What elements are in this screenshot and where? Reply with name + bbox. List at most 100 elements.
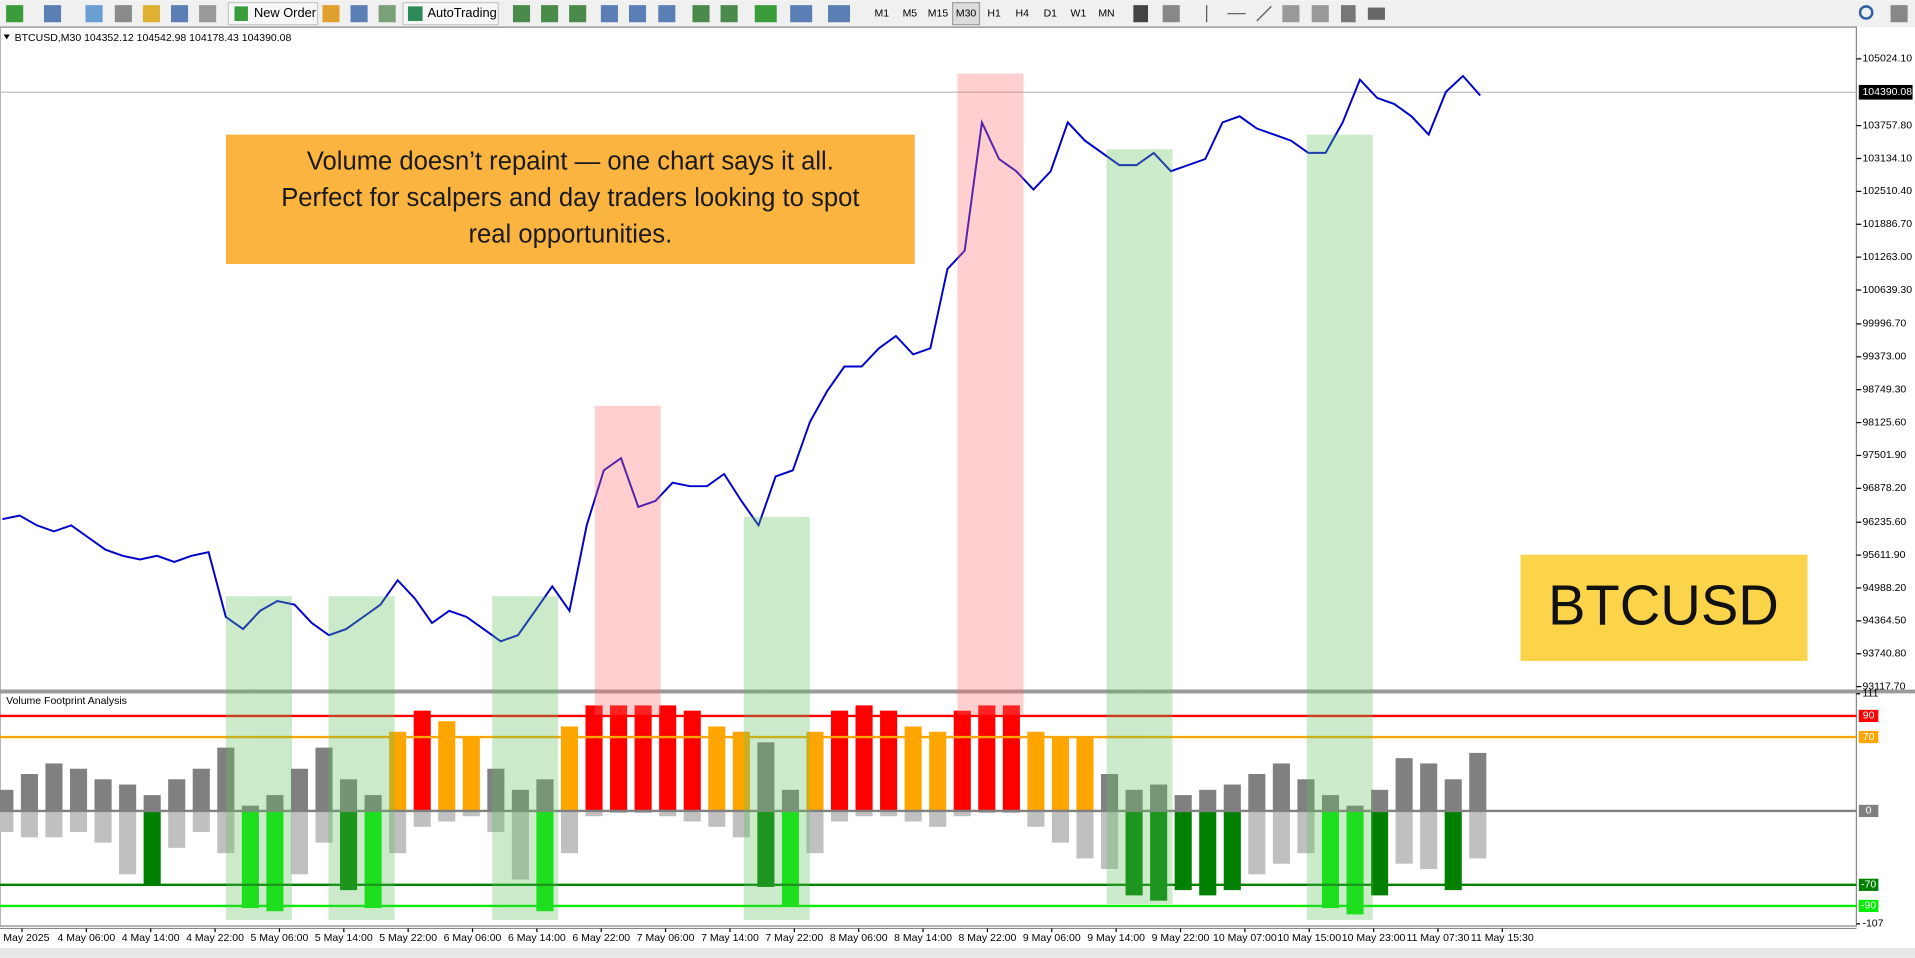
annotation-line: real opportunities. <box>468 221 672 249</box>
x-tick-label: 6 May 22:00 <box>572 932 630 944</box>
icon[interactable] <box>1311 5 1329 23</box>
icon[interactable] <box>692 5 710 23</box>
icon[interactable] <box>1162 5 1180 23</box>
timeframe-button[interactable]: W1 <box>1071 7 1087 19</box>
histogram-bar <box>855 705 873 811</box>
icon[interactable] <box>1256 5 1272 22</box>
histogram-bar <box>1101 774 1119 811</box>
icon[interactable] <box>754 5 777 23</box>
x-tick-label: 7 May 22:00 <box>765 932 823 944</box>
histogram-bar <box>1174 810 1192 891</box>
autotrading-label: AutoTrading <box>427 5 496 20</box>
annotation: Volume doesn’t repaint — one chart says … <box>225 134 915 265</box>
icon <box>407 6 423 22</box>
histogram-bar <box>585 810 603 817</box>
histogram-bar <box>757 810 775 887</box>
icon[interactable] <box>43 5 62 23</box>
timeframe-button[interactable]: M5 <box>903 7 918 19</box>
histogram-bar <box>462 737 480 811</box>
y-tick-label: 93117.70 <box>1862 680 1905 692</box>
icon[interactable] <box>142 5 160 23</box>
x-tick-label: 9 May 06:00 <box>1023 932 1081 944</box>
icon[interactable] <box>378 5 396 23</box>
histogram-bar <box>1248 774 1266 811</box>
icon[interactable] <box>6 5 24 23</box>
icon[interactable] <box>114 5 132 23</box>
icon[interactable] <box>1367 7 1385 20</box>
icon[interactable] <box>828 5 851 23</box>
icon[interactable] <box>350 5 368 23</box>
level-label: 70 <box>1863 731 1875 743</box>
symbol-label: BTCUSD <box>1548 574 1779 637</box>
icon[interactable] <box>512 5 531 23</box>
histogram-bar <box>438 810 456 822</box>
icon[interactable] <box>569 5 587 23</box>
histogram-bar <box>585 705 603 811</box>
histogram-bar <box>217 747 235 811</box>
icon[interactable] <box>790 5 813 23</box>
x-tick-label: 11 May 15:30 <box>1471 932 1534 944</box>
histogram-bar <box>1223 784 1241 811</box>
histogram-bar <box>217 810 235 854</box>
timeframe-button[interactable]: D1 <box>1044 7 1058 19</box>
histogram-bar <box>1076 737 1094 811</box>
icon[interactable] <box>720 5 738 23</box>
icon[interactable] <box>541 5 559 23</box>
histogram-bar <box>1248 810 1266 875</box>
icon[interactable] <box>322 5 340 23</box>
autotrading-button[interactable] <box>402 2 499 26</box>
histogram-bar <box>929 731 947 811</box>
x-tick-label: 5 May 22:00 <box>379 932 437 944</box>
histogram-bar <box>1444 779 1462 811</box>
y-tick-label: 99996.70 <box>1862 318 1906 330</box>
timeframe-button[interactable]: M30 <box>956 7 977 19</box>
x-tick-label: 7 May 06:00 <box>637 932 695 944</box>
y-tick-label: 100639.30 <box>1862 284 1912 296</box>
icon[interactable] <box>1133 5 1149 23</box>
histogram-bar <box>45 810 63 838</box>
y-tick-label: 105024.10 <box>1862 53 1912 65</box>
icon[interactable] <box>1282 5 1300 23</box>
y-tick-label: 99373.00 <box>1862 351 1906 363</box>
y-tick-label: 102510.40 <box>1862 185 1912 197</box>
y-tick-label: 94988.20 <box>1862 582 1906 594</box>
histogram-bar <box>634 705 652 811</box>
icon[interactable] <box>170 5 189 23</box>
timeframe-button[interactable]: M1 <box>874 7 889 19</box>
new-order-label: New Order <box>254 5 317 20</box>
timeframe-button[interactable]: MN <box>1098 7 1114 19</box>
icon <box>234 6 248 22</box>
new-order-button[interactable] <box>227 2 319 26</box>
histogram-bar <box>781 810 799 906</box>
timeframe-active[interactable] <box>952 2 981 26</box>
icon[interactable] <box>628 5 647 23</box>
buy-zone <box>225 596 292 920</box>
buy-zone <box>328 596 395 920</box>
histogram-bar <box>683 710 701 811</box>
icon[interactable] <box>600 5 618 23</box>
icon[interactable] <box>658 5 676 23</box>
histogram-bar <box>511 789 529 811</box>
histogram-bar <box>1272 763 1290 811</box>
icon[interactable] <box>1340 5 1356 23</box>
histogram-bar <box>45 763 63 811</box>
search-icon[interactable] <box>1858 5 1874 20</box>
timeframe-button[interactable]: M15 <box>928 7 949 19</box>
time-axis-labels: 3 May 2025 4 May 06:00 4 May 14:00 4 May 22… <box>0 928 1534 944</box>
histogram-bar <box>0 810 14 833</box>
menu-arrow[interactable] <box>3 34 10 40</box>
icon[interactable] <box>199 5 217 23</box>
timeframe-button[interactable]: H1 <box>987 7 1001 19</box>
annotation-line: Volume doesn’t repaint — one chart says … <box>307 147 834 175</box>
toolbar: New Order AutoTrading M1 M5 M15 M30 H1 H4 D1 W1… <box>0 0 1915 28</box>
x-tick-label: 4 May 14:00 <box>122 932 180 944</box>
histogram-bar <box>1199 789 1217 811</box>
histogram-bar <box>119 784 137 811</box>
buy-zone <box>1106 149 1173 905</box>
icon[interactable] <box>85 5 103 23</box>
level-label: 0 <box>1866 805 1872 817</box>
level-label: 90 <box>1863 710 1875 722</box>
icon[interactable] <box>1890 5 1908 23</box>
x-tick-label: 5 May 06:00 <box>251 932 309 944</box>
timeframe-button[interactable]: H4 <box>1016 7 1030 19</box>
